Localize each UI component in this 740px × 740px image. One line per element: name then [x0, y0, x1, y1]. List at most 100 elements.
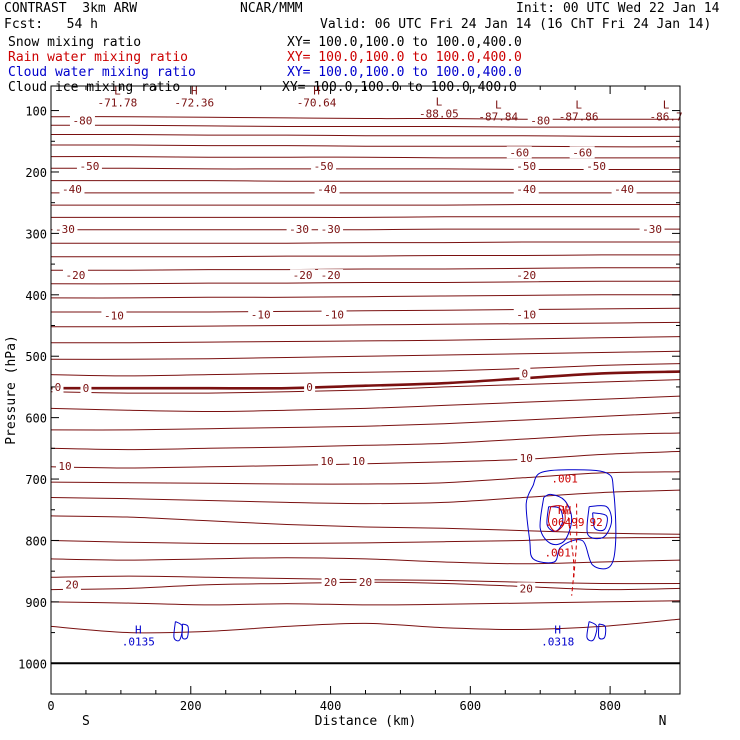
temperature-contour-line [50, 321, 681, 328]
contour-labels: -80 -80-60 -60-50 -50 -50 -50-40 -40 -40 -40-30-… [52, 84, 683, 649]
temperature-contour-line [50, 432, 681, 451]
contour-label: 0 [522, 367, 529, 380]
contour-label-bg [52, 380, 64, 393]
extremum-letter: H [554, 624, 561, 637]
extremum-value: -70.64 [297, 96, 337, 109]
contour-label-bg [356, 576, 375, 589]
x-tick-label: 800 [599, 699, 621, 713]
extremum-letter: H [313, 84, 320, 97]
contour-label: -60 [509, 146, 529, 159]
rain-water-contour [566, 503, 575, 596]
temperature-contour-line [50, 536, 681, 545]
legend-snow-name: Snow mixing ratio [8, 35, 142, 50]
contour-label-bg [349, 455, 368, 468]
temperature-contour-line [50, 336, 681, 344]
temperature-contour-line [50, 280, 681, 285]
y-tick-label: 100 [25, 105, 47, 119]
x-tick-label: 400 [320, 699, 342, 713]
contour-label-bg [639, 223, 665, 236]
rain-water-contour [547, 505, 566, 532]
legend-cloud-water-xy: XY= 100.0,100.0 to 100.0,400.0 [287, 65, 522, 80]
y-tick-label: 300 [25, 227, 47, 241]
model-title: CONTRAST 3km ARW [4, 1, 138, 16]
temperature-contour-line [51, 216, 680, 218]
zero-degree-contour-line [51, 370, 681, 390]
rain-water-contours [547, 503, 578, 596]
contour-label: -80 [73, 114, 93, 127]
temperature-contour-line [50, 124, 680, 128]
extremum-value: .001 [544, 547, 571, 560]
extremum-value: -71.78 [98, 96, 138, 109]
contour-label: -80 [530, 114, 550, 127]
contour-label: -50 [80, 160, 100, 173]
contour-label-bg [506, 146, 532, 159]
cloud-water-contour [525, 469, 617, 570]
extremum-value: .06499 [545, 516, 585, 529]
temperature-contour-line [50, 600, 681, 606]
center-title: NCAR/MMM [240, 1, 303, 16]
contour-label: 10 [320, 455, 333, 468]
contour-label-bg [527, 114, 553, 127]
extremum-value: -88.05 [419, 107, 459, 120]
contour-label-bg [513, 269, 539, 282]
extremum-letter: HH [558, 504, 571, 517]
y-tick-label: 200 [25, 166, 47, 180]
contour-label: -20 [66, 269, 86, 282]
contour-label-bg [80, 382, 92, 395]
legend-cloud-water-name: Cloud water mixing ratio [8, 65, 196, 80]
temperature-contour-line [50, 395, 681, 413]
extremum-value: -87.86 [559, 111, 599, 124]
temperature-contour-line [50, 307, 681, 313]
cloud-water-contour [546, 506, 564, 532]
temperature-contour-line [50, 180, 680, 182]
extremum-letter: L [114, 84, 121, 97]
y-axis-label: Pressure (hPa) [4, 335, 19, 445]
contour-label: -40 [614, 183, 634, 196]
temperature-contour-line [50, 267, 681, 271]
y-tick-label: 400 [25, 289, 47, 303]
contour-label: -10 [104, 310, 124, 323]
contour-label: -50 [314, 160, 334, 173]
contour-label-bg [314, 183, 340, 196]
temperature-contour-line [50, 167, 680, 171]
legend-snow-xy: XY= 100.0,100.0 to 100.0,400.0 [287, 35, 522, 50]
temperature-contour-line [50, 379, 681, 394]
temperature-contour-line [50, 133, 681, 137]
extremum-value: .0318 [541, 636, 574, 649]
contour-label-bg [59, 183, 85, 196]
contour-label: 20 [65, 579, 78, 592]
contour-label: -20 [516, 269, 536, 282]
cloud-water-contour [173, 621, 184, 642]
extremum-value: 92 [590, 516, 603, 529]
contour-label-bg [321, 576, 340, 589]
contour-label-bg [517, 582, 536, 595]
contour-label: 20 [359, 576, 372, 589]
extremum-letter: L [575, 99, 582, 112]
contour-label: -40 [62, 183, 82, 196]
contour-label: -20 [293, 269, 313, 282]
contour-label: 0 [55, 381, 62, 394]
contour-label-bg [513, 159, 539, 172]
contour-label: 20 [520, 582, 533, 595]
contour-label-bg [290, 269, 316, 282]
init-time: Init: 00 UTC Wed 22 Jan 14 [516, 1, 720, 16]
contour-label-bg [513, 308, 539, 321]
rain-water-contour [573, 503, 578, 578]
extremum-value: -87.84 [478, 111, 518, 124]
y-tick-label: 600 [25, 412, 47, 426]
contour-label-bg [69, 114, 95, 127]
cloud-water-contour [586, 505, 613, 540]
contour-label-bg [318, 223, 344, 236]
contour-label-bg [62, 578, 81, 591]
contour-label: -10 [324, 308, 344, 321]
cloud-water-contour [586, 621, 598, 642]
x-axis-label: Distance (km) [315, 714, 417, 729]
contour-label: -30 [55, 223, 75, 236]
x-tick-label: 0 [47, 699, 54, 713]
extremum-value: .001 [551, 472, 578, 485]
cloud-water-contour [539, 493, 573, 546]
contour-label: -50 [516, 160, 536, 173]
contour-label-bg [52, 223, 78, 236]
